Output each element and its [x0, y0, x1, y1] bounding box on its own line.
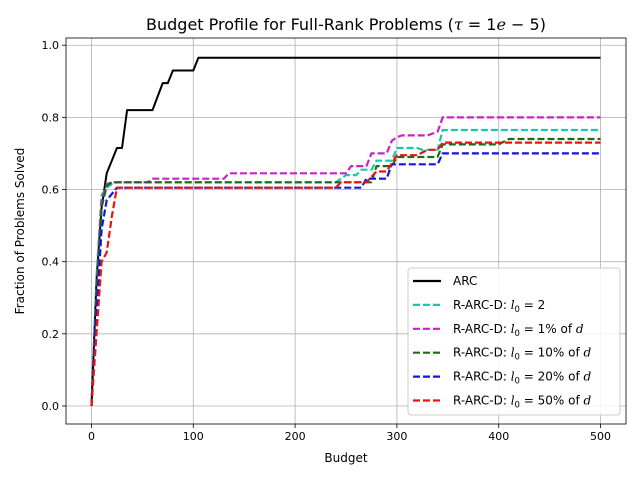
x-axis-label: Budget — [324, 451, 367, 465]
y-axis-label: Fraction of Problems Solved — [13, 148, 27, 315]
legend-label-tail: = 50% of — [520, 394, 584, 408]
legend-label-sub: 0 — [515, 353, 520, 363]
legend-label-text: R-ARC-D: — [453, 298, 511, 312]
legend-label-sub: 0 — [515, 305, 520, 315]
legend-label-1: R-ARC-D: l0 = 2 — [453, 298, 545, 315]
series-lines — [90, 56, 601, 407]
legend-label-var: l — [511, 370, 515, 384]
series-line-5 — [90, 141, 601, 407]
chart-title: Budget Profile for Full-Rank Problems (τ… — [146, 15, 546, 34]
series-line-1 — [90, 128, 601, 407]
legend-label-var: l — [511, 394, 515, 408]
legend-label-var: l — [511, 346, 515, 360]
legend-label-d: d — [576, 322, 584, 336]
legend-label-tail: = 10% of — [520, 346, 584, 360]
legend-label-var: l — [511, 298, 515, 312]
legend-label-text: R-ARC-D: — [453, 346, 511, 360]
y-tick-label: 0.6 — [42, 184, 60, 197]
legend-label-d: d — [584, 370, 592, 384]
legend-label-sub: 0 — [515, 401, 520, 411]
legend-label-sub: 0 — [515, 377, 520, 387]
legend-label-text: R-ARC-D: — [453, 322, 511, 336]
legend-label-tail: = 20% of — [520, 370, 584, 384]
x-tick-label: 100 — [183, 430, 204, 443]
legend-label-var: l — [511, 322, 515, 336]
y-tick-label: 0.8 — [42, 111, 60, 124]
legend-label-2: R-ARC-D: l0 = 1% of d — [453, 322, 584, 339]
plot-frame — [65, 37, 627, 425]
y-tick-label: 0.4 — [42, 256, 60, 269]
legend-label-d: d — [584, 394, 592, 408]
legend-label-text: ARC — [453, 274, 477, 288]
legend-label-text: R-ARC-D: — [453, 370, 511, 384]
x-tick-label: 400 — [488, 430, 509, 443]
legend-label-tail: = 2 — [520, 298, 545, 312]
series-line-3 — [90, 137, 601, 407]
chart-title-suffix: − 5) — [506, 15, 546, 34]
legend-label-5: R-ARC-D: l0 = 50% of d — [453, 394, 592, 411]
x-tick-label: 500 — [590, 430, 611, 443]
legend-label-text: R-ARC-D: — [453, 394, 511, 408]
legend-label-4: R-ARC-D: l0 = 20% of d — [453, 370, 592, 387]
legend-label-sub: 0 — [515, 329, 520, 339]
chart-title-equals: = 1 — [463, 15, 497, 34]
legend-label-0: ARC — [453, 274, 477, 288]
chart-title-prefix: Budget Profile for Full-Rank Problems ( — [146, 15, 454, 34]
chart-title-tau: τ — [454, 15, 464, 34]
legend-label-tail: = 1% of — [520, 322, 576, 336]
chart-title-e: e — [496, 15, 505, 34]
x-tick-label: 300 — [386, 430, 407, 443]
x-tick-label: 0 — [88, 430, 95, 443]
x-tick-label: 200 — [285, 430, 306, 443]
y-tick-label: 0.2 — [42, 328, 60, 341]
axis-ticks: 0 100 200 300 400 500 0.0 0.2 0.4 0.6 0.8 1.0 — [42, 39, 612, 443]
legend-label-3: R-ARC-D: l0 = 10% of d — [453, 346, 592, 363]
legend-box — [407, 267, 621, 416]
y-tick-label: 1.0 — [42, 39, 60, 52]
legend-label-d: d — [584, 346, 592, 360]
y-tick-label: 0.0 — [42, 400, 60, 413]
